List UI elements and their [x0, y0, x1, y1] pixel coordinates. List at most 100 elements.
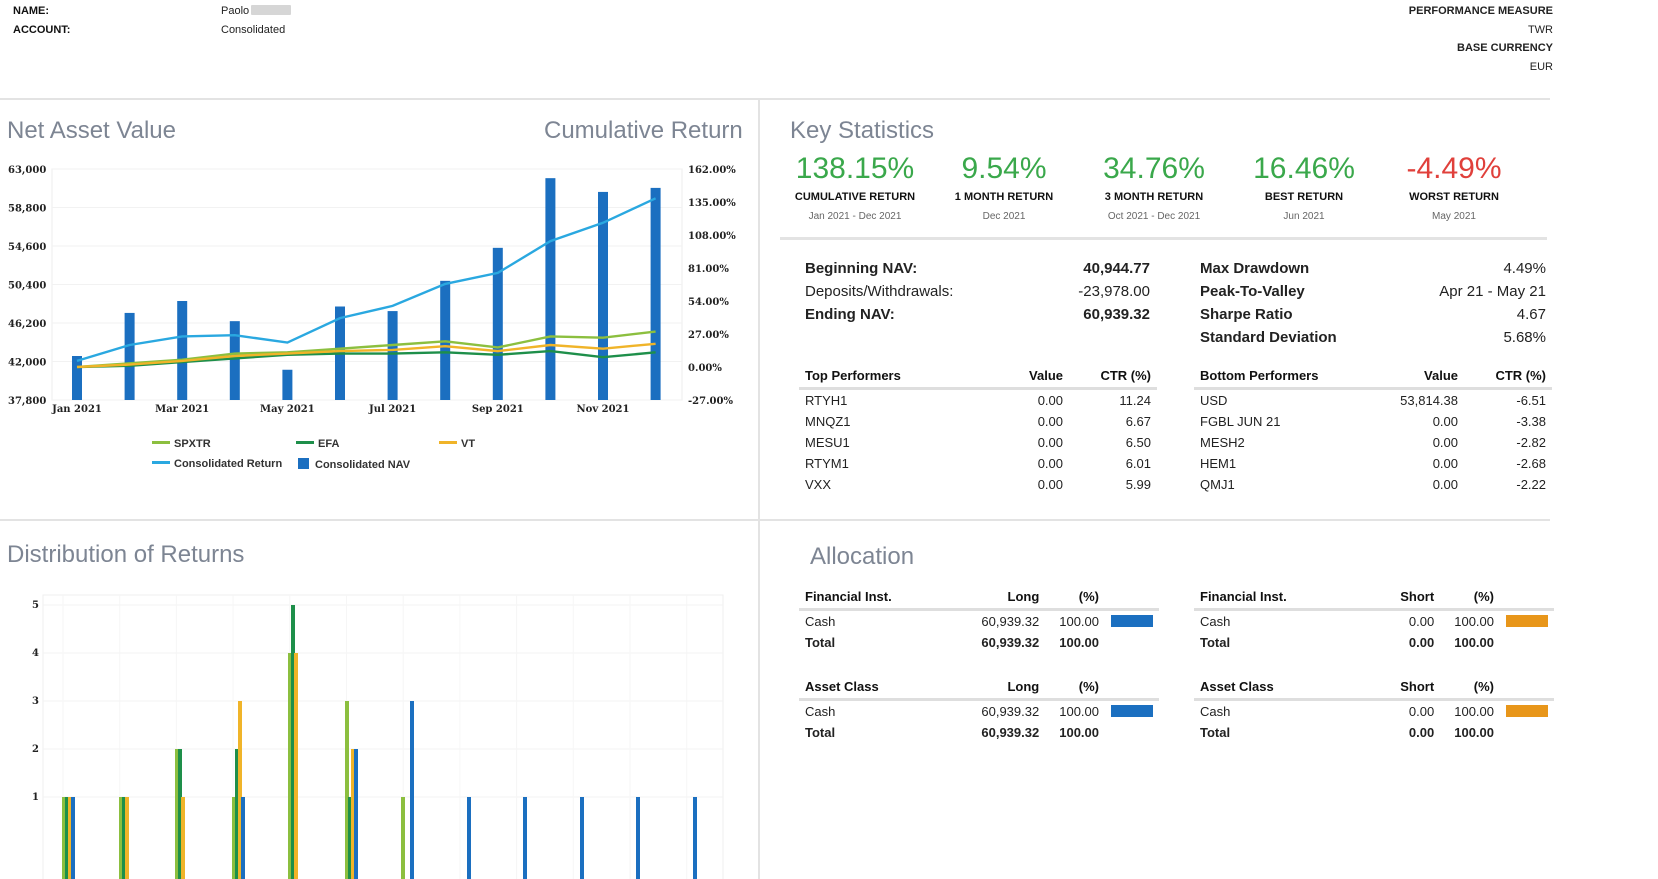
name-label: NAME: [13, 5, 50, 17]
table-row: MESH2 0.00 -2.82 [1194, 431, 1552, 452]
table-header-row: Bottom Performers Value CTR (%) [1194, 366, 1552, 390]
kpi-label: BEST RETURN [1264, 191, 1344, 203]
y-tick-label-left: 37,800 [8, 396, 46, 407]
col-value[interactable]: Value [989, 366, 1069, 390]
ending-nav-value: 60,939.32 [1083, 306, 1150, 323]
sharpe-ratio-label: Sharpe Ratio [1200, 306, 1293, 323]
top-performers-table: Top Performers Value CTR (%) RTYH1 0.00 11… [799, 366, 1157, 494]
value-cell: 0.00 [1432, 434, 1458, 450]
distribution-bar [288, 653, 292, 879]
col-instrument[interactable]: Bottom Performers [1194, 366, 1359, 390]
distribution-bar [401, 797, 405, 879]
allocation-title: Allocation [810, 543, 915, 570]
total-label: Total [805, 724, 836, 740]
legend-efa-swatch [296, 441, 314, 444]
pct-cell: 100.00 [1454, 614, 1494, 629]
col-bar [1105, 677, 1159, 701]
distribution-bar [291, 605, 295, 879]
account-label: ACCOUNT: [13, 24, 71, 36]
col-pct: (%) [1440, 677, 1500, 701]
total-label: Total [805, 634, 836, 650]
legend-cons-nav[interactable]: Consolidated NAV [298, 458, 410, 471]
legend-efa[interactable]: EFA [296, 438, 339, 450]
bar-cell [1105, 700, 1159, 722]
legend-vt[interactable]: VT [439, 438, 475, 450]
beginning-nav-label: Beginning NAV: [805, 260, 918, 277]
total-row: Total 60,939.32 100.00 [799, 721, 1159, 742]
nav-bar [229, 321, 240, 400]
kpi-label: CUMULATIVE RETURN [794, 191, 916, 203]
cumulative-return-title: Cumulative Return [544, 117, 743, 144]
amount-cell: 60,939.32 [981, 704, 1040, 719]
col-category: Asset Class [799, 677, 956, 701]
col-value[interactable]: Value [1359, 366, 1464, 390]
distribution-bar [235, 749, 239, 879]
col-instrument[interactable]: Top Performers [799, 366, 989, 390]
kpi-period: Oct 2021 - Dec 2021 [1107, 211, 1201, 222]
instrument-cell: RTYH1 [805, 393, 848, 408]
col-category: Financial Inst. [799, 587, 956, 611]
legend-spxtr[interactable]: SPXTR [152, 438, 211, 450]
nav-title: Net Asset Value [7, 117, 176, 144]
y-tick-label: 3 [32, 696, 39, 707]
legend-vt-swatch [439, 441, 457, 444]
redacted-surname [251, 5, 292, 15]
total-pct: 100.00 [1454, 634, 1494, 650]
kpi-period: Dec 2021 [982, 211, 1026, 222]
bar-cell [1500, 721, 1554, 742]
col-pct: (%) [1440, 587, 1500, 611]
col-ctr[interactable]: CTR (%) [1069, 366, 1157, 390]
legend-cons-return[interactable]: Consolidated Return [152, 458, 282, 470]
allocation-bar [1111, 705, 1153, 717]
base-currency-label: BASE CURRENCY [1457, 42, 1553, 54]
ctr-cell: -6.51 [1516, 393, 1546, 408]
table-row: MNQZ1 0.00 6.67 [799, 410, 1157, 431]
peak-to-valley-label: Peak-To-Valley [1200, 283, 1305, 300]
distribution-bar [693, 797, 697, 879]
distribution-bar [345, 701, 349, 879]
distribution-bar [175, 749, 179, 879]
legend-cons-return-label: Consolidated Return [174, 458, 283, 470]
y-tick-label-left: 54,600 [8, 242, 46, 253]
instrument-cell: HEM1 [1200, 455, 1237, 471]
legend-efa-label: EFA [318, 438, 340, 450]
y-tick-label-right: 135.00% [688, 198, 736, 209]
value-cell: 0.00 [1037, 455, 1063, 471]
max-drawdown-label: Max Drawdown [1200, 260, 1310, 277]
col-ctr[interactable]: CTR (%) [1464, 366, 1552, 390]
instrument-cell: MESH2 [1200, 434, 1245, 450]
distribution-bar [294, 653, 298, 879]
distribution-bar [410, 701, 414, 879]
std-dev-value: 5.68% [1503, 329, 1546, 346]
series-line-spxtr [76, 330, 656, 369]
total-amount: 60,939.32 [981, 724, 1040, 740]
x-tick-label: Jul 2021 [368, 404, 416, 415]
table-header-row: Top Performers Value CTR (%) [799, 366, 1157, 390]
category-cell: Cash [1200, 614, 1231, 629]
kpi-label: 3 MONTH RETURN [1104, 191, 1204, 203]
pct-cell: 100.00 [1454, 704, 1494, 719]
nav-bar [72, 356, 82, 400]
col-long: Long [955, 677, 1046, 701]
key-stats-title: Key Statistics [790, 117, 935, 144]
kpi-value: 16.46% [1253, 152, 1355, 185]
allocation-bar [1111, 615, 1153, 627]
col-bar [1105, 587, 1159, 611]
distribution-bar [122, 797, 126, 879]
table-row: FGBL JUN 21 0.00 -3.38 [1194, 410, 1552, 431]
instrument-cell: QMJ1 [1200, 476, 1235, 492]
total-amount: 0.00 [1408, 634, 1435, 650]
name-text: Paolo [221, 5, 250, 17]
row-divider [0, 519, 1550, 521]
col-short: Short [1351, 677, 1441, 701]
x-tick-label: Jan 2021 [51, 404, 102, 415]
instrument-cell: MESU1 [805, 434, 850, 450]
x-tick-label: May 2021 [260, 404, 315, 415]
ending-nav-label: Ending NAV: [805, 306, 895, 323]
deposits-value: -23,978.00 [1078, 283, 1150, 300]
table-row: Cash 60,939.32 100.00 [799, 700, 1159, 722]
ctr-cell: -2.22 [1516, 476, 1546, 492]
y-tick-label-left: 50,400 [8, 281, 46, 292]
total-pct: 100.00 [1059, 724, 1099, 740]
y-tick-label-right: 162.00% [688, 165, 736, 176]
